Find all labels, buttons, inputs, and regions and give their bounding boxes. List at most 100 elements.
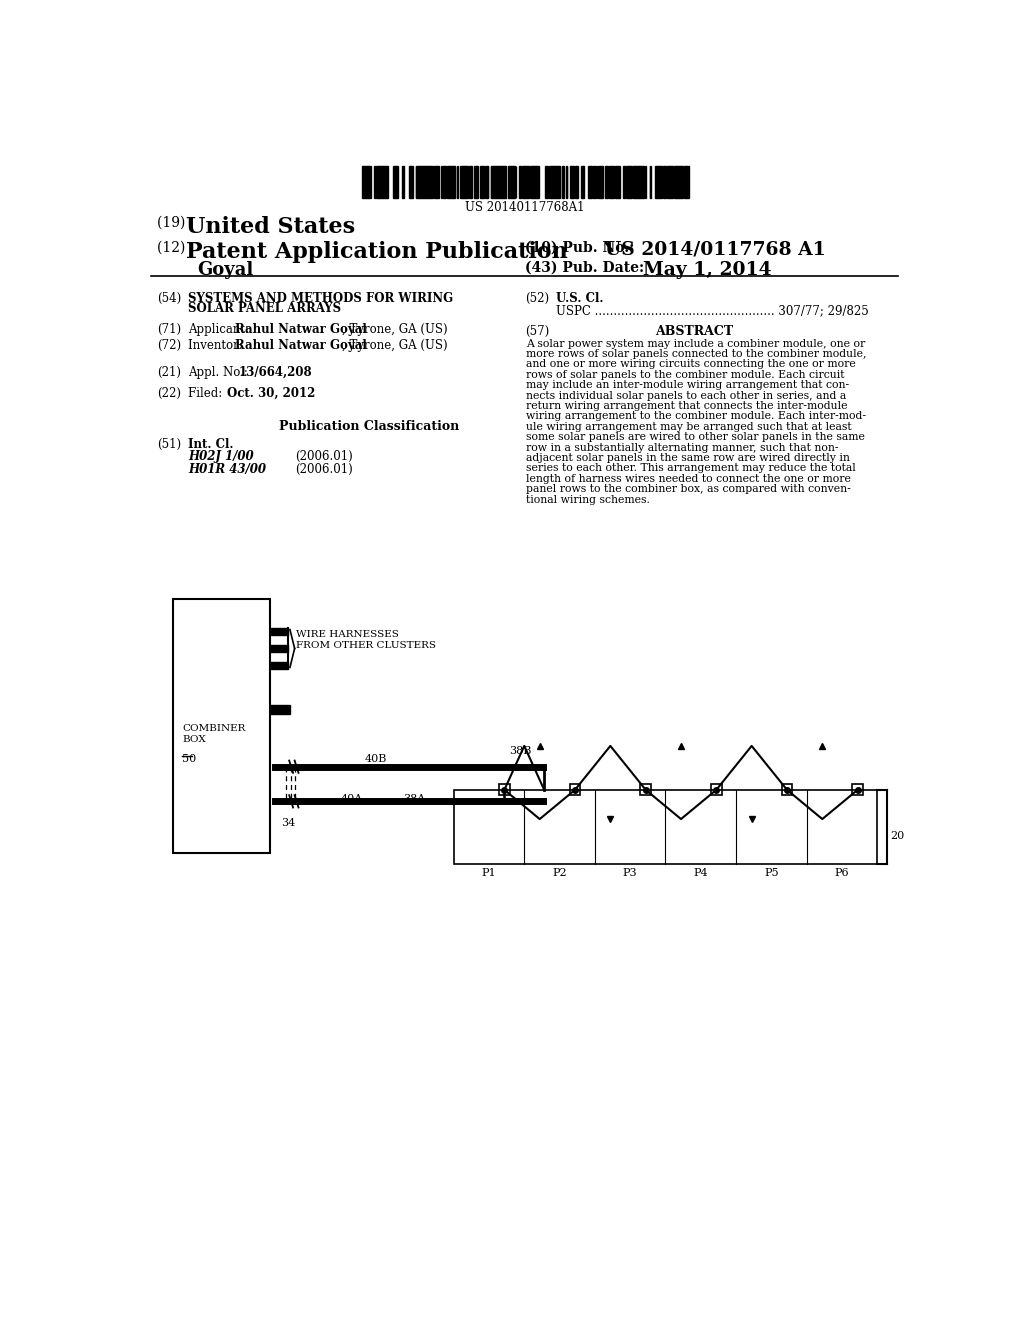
Bar <box>409 166 410 198</box>
Text: (22): (22) <box>158 387 181 400</box>
Bar <box>453 166 455 198</box>
Bar <box>627 166 630 198</box>
Text: H02J 1/00: H02J 1/00 <box>188 450 254 463</box>
Bar <box>676 166 678 198</box>
Bar <box>589 166 591 198</box>
Text: FROM OTHER CLUSTERS: FROM OTHER CLUSTERS <box>296 642 436 651</box>
Bar <box>435 166 438 198</box>
Text: May 1, 2014: May 1, 2014 <box>643 261 772 279</box>
Bar <box>572 166 573 198</box>
Bar <box>365 166 367 198</box>
Text: BOX: BOX <box>182 735 206 744</box>
Text: panel rows to the combiner box, as compared with conven-: panel rows to the combiner box, as compa… <box>526 484 851 494</box>
Text: length of harness wires needed to connect the one or more: length of harness wires needed to connec… <box>526 474 851 483</box>
Bar <box>362 166 364 198</box>
Bar <box>501 166 503 198</box>
Bar <box>376 166 378 198</box>
Text: 38B: 38B <box>509 746 531 756</box>
Bar <box>601 166 603 198</box>
Text: P5: P5 <box>764 869 779 878</box>
Bar <box>610 166 611 198</box>
Bar <box>381 166 383 198</box>
Bar <box>447 166 450 198</box>
Text: Appl. No.:: Appl. No.: <box>188 366 252 379</box>
Bar <box>679 166 681 198</box>
Text: COMBINER: COMBINER <box>182 723 246 733</box>
Bar <box>616 166 617 198</box>
Bar <box>636 166 638 198</box>
Text: may include an inter-module wiring arrangement that con-: may include an inter-module wiring arran… <box>526 380 850 391</box>
Text: wiring arrangement to the combiner module. Each inter-mod-: wiring arrangement to the combiner modul… <box>526 412 866 421</box>
Bar <box>430 166 432 198</box>
Text: P1: P1 <box>481 869 497 878</box>
Bar <box>509 166 511 198</box>
Text: (54): (54) <box>158 292 181 305</box>
Bar <box>494 166 496 198</box>
Bar <box>369 166 371 198</box>
Bar <box>410 166 413 198</box>
Bar <box>450 166 452 198</box>
Text: (51): (51) <box>158 438 181 451</box>
Bar <box>583 166 585 198</box>
Bar <box>687 166 689 198</box>
Text: Int. Cl.: Int. Cl. <box>188 438 233 451</box>
Text: Filed:: Filed: <box>188 387 249 400</box>
Bar <box>469 166 471 198</box>
Bar <box>493 166 494 198</box>
Bar <box>270 645 289 652</box>
Text: (21): (21) <box>158 366 181 379</box>
Bar <box>552 166 554 198</box>
Text: ABSTRACT: ABSTRACT <box>654 325 733 338</box>
Text: 38A: 38A <box>403 793 425 804</box>
Text: Rahul Natwar Goyal: Rahul Natwar Goyal <box>234 323 367 337</box>
Bar <box>525 166 528 198</box>
Text: Applicant:: Applicant: <box>188 323 253 337</box>
Bar <box>498 166 500 198</box>
Bar <box>655 166 657 198</box>
Bar <box>640 166 641 198</box>
Text: and one or more wiring circuits connecting the one or more: and one or more wiring circuits connecti… <box>526 359 856 370</box>
Text: (2006.01): (2006.01) <box>295 462 353 475</box>
Text: A solar power system may include a combiner module, one or: A solar power system may include a combi… <box>526 339 865 348</box>
Bar <box>270 663 289 669</box>
Text: (43) Pub. Date:: (43) Pub. Date: <box>524 261 644 275</box>
Bar <box>270 705 290 714</box>
Text: , Tyrone, GA (US): , Tyrone, GA (US) <box>342 323 447 337</box>
Text: 34: 34 <box>282 818 296 828</box>
Text: SOLAR PANEL ARRAYS: SOLAR PANEL ARRAYS <box>188 302 342 315</box>
Bar <box>605 166 607 198</box>
Text: SYSTEMS AND METHODS FOR WIRING: SYSTEMS AND METHODS FOR WIRING <box>188 292 454 305</box>
Bar <box>393 166 394 198</box>
Bar <box>711 784 722 795</box>
Bar <box>442 166 444 198</box>
Text: (57): (57) <box>524 325 549 338</box>
Bar <box>659 166 662 198</box>
Text: U.S. Cl.: U.S. Cl. <box>556 292 603 305</box>
Bar <box>511 166 513 198</box>
Bar <box>454 789 878 863</box>
Text: (2006.01): (2006.01) <box>295 450 353 463</box>
Bar <box>270 628 289 635</box>
Text: US 2014/0117768 A1: US 2014/0117768 A1 <box>604 240 825 259</box>
Bar <box>684 166 686 198</box>
Text: 40B: 40B <box>365 754 387 763</box>
Text: nects individual solar panels to each other in series, and a: nects individual solar panels to each ot… <box>526 391 847 400</box>
Text: (72): (72) <box>158 339 181 351</box>
Text: H01R 43/00: H01R 43/00 <box>188 462 266 475</box>
Text: US 20140117768A1: US 20140117768A1 <box>465 201 585 214</box>
Bar <box>617 166 621 198</box>
Text: some solar panels are wired to other solar panels in the same: some solar panels are wired to other sol… <box>526 432 865 442</box>
Text: P2: P2 <box>552 869 567 878</box>
Text: more rows of solar panels connected to the combiner module,: more rows of solar panels connected to t… <box>526 348 867 359</box>
Bar <box>624 166 625 198</box>
Bar <box>612 166 614 198</box>
Text: , Tyrone, GA (US): , Tyrone, GA (US) <box>342 339 447 351</box>
Bar <box>663 166 665 198</box>
Bar <box>421 166 423 198</box>
Bar <box>670 166 672 198</box>
Bar <box>530 166 532 198</box>
Bar <box>427 166 429 198</box>
Bar <box>681 166 683 198</box>
Bar <box>668 166 670 198</box>
Text: WIRE HARNESSES: WIRE HARNESSES <box>296 630 399 639</box>
